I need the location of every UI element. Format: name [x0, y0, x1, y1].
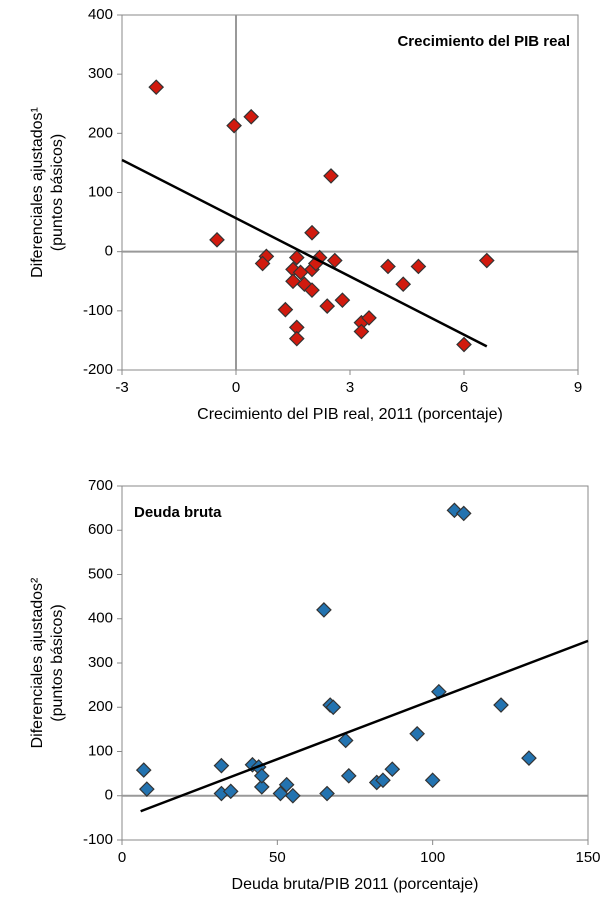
point — [521, 750, 537, 766]
y-tick-label: 300 — [88, 65, 113, 82]
chart-title: Crecimiento del PIB real — [397, 33, 570, 50]
point — [410, 258, 427, 275]
y-tick-label: 200 — [88, 124, 113, 141]
point — [288, 249, 305, 266]
point — [135, 762, 152, 778]
point — [353, 323, 370, 340]
point — [285, 787, 301, 804]
point — [285, 273, 301, 290]
plot-frame — [121, 14, 579, 371]
point — [319, 298, 336, 314]
point — [478, 252, 495, 269]
y-tick-label: 0 — [105, 243, 113, 260]
point — [337, 732, 354, 749]
point — [325, 699, 342, 716]
chart-title: Deuda bruta — [134, 504, 222, 521]
point — [277, 301, 294, 318]
point — [456, 336, 472, 353]
point — [319, 785, 335, 802]
point — [254, 255, 271, 272]
y-tick-label: 700 — [88, 477, 113, 494]
point — [424, 772, 441, 789]
point — [395, 276, 412, 293]
y-tick-label: 100 — [88, 742, 113, 759]
point — [304, 282, 320, 298]
point — [253, 779, 270, 795]
trend-line — [140, 639, 589, 813]
x-tick-label: 6 — [460, 379, 468, 396]
y-tick-label: 300 — [88, 654, 113, 671]
x-axis-label: Crecimiento del PIB real, 2011 (porcenta… — [197, 406, 503, 423]
y-axis-label: Diferenciales ajustados¹ — [29, 107, 46, 278]
y-axis-label: (puntos básicos) — [49, 604, 66, 721]
point — [493, 697, 509, 713]
y-tick-label: 400 — [88, 610, 113, 627]
point — [213, 757, 230, 774]
point — [272, 785, 289, 802]
x-tick-label: 0 — [232, 379, 240, 396]
plot-frame — [121, 485, 589, 841]
point — [288, 330, 305, 347]
x-tick-label: 0 — [118, 849, 126, 866]
point — [226, 117, 242, 134]
point — [222, 783, 239, 800]
point — [209, 231, 225, 248]
point — [361, 310, 377, 326]
trend-line — [121, 158, 488, 348]
point — [375, 772, 391, 789]
x-tick-label: 9 — [574, 379, 582, 396]
point — [278, 776, 295, 793]
point — [446, 502, 463, 519]
y-tick-label: 400 — [88, 6, 113, 23]
x-tick-label: -3 — [115, 379, 128, 396]
point — [253, 767, 270, 784]
point — [323, 168, 339, 184]
x-axis-label: Deuda bruta/PIB 2011 (porcentaje) — [232, 876, 479, 893]
y-tick-label: 600 — [88, 521, 113, 538]
point — [148, 79, 165, 96]
point — [409, 725, 425, 742]
point — [243, 108, 260, 125]
x-tick-label: 100 — [420, 849, 445, 866]
x-tick-label: 150 — [575, 849, 600, 866]
y-tick-label: -100 — [83, 831, 113, 848]
point — [380, 258, 396, 275]
point — [384, 761, 401, 778]
x-tick-label: 3 — [346, 379, 354, 396]
y-axis-label: (puntos básicos) — [49, 134, 66, 251]
y-tick-label: 200 — [88, 698, 113, 715]
point — [334, 292, 351, 309]
y-tick-label: -100 — [83, 302, 113, 319]
point — [304, 224, 320, 241]
y-tick-label: 0 — [105, 787, 113, 804]
point — [316, 602, 332, 618]
point — [455, 505, 472, 522]
x-tick-label: 50 — [269, 849, 286, 866]
y-axis-label: Diferenciales ajustados² — [29, 577, 46, 748]
y-tick-label: 100 — [88, 183, 113, 200]
point — [340, 767, 357, 784]
y-tick-label: 500 — [88, 565, 113, 582]
point — [292, 264, 309, 281]
y-tick-label: -200 — [83, 361, 113, 378]
point — [139, 781, 155, 797]
